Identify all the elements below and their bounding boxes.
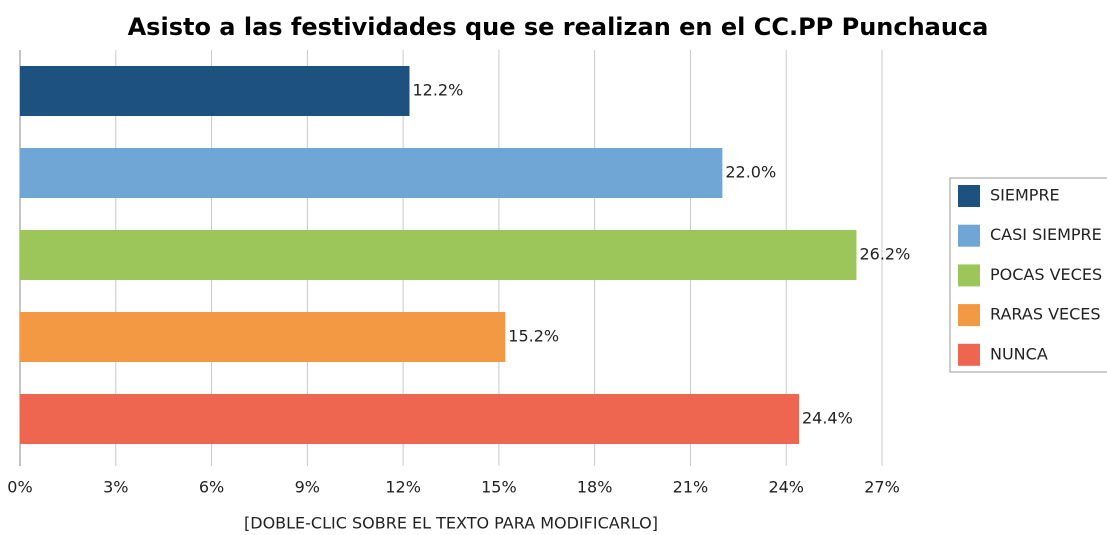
legend-swatch <box>958 343 980 366</box>
x-tick-label: 18% <box>577 478 613 497</box>
bar <box>20 312 506 362</box>
legend-label: POCAS VECES <box>990 265 1102 284</box>
x-tick-label: 6% <box>199 478 224 497</box>
legend-label: SIEMPRE <box>990 186 1060 205</box>
x-tick-label: 15% <box>481 478 517 497</box>
legend-label: NUNCA <box>990 344 1048 363</box>
bar <box>20 66 410 116</box>
chart-title: Asisto a las festividades que se realiza… <box>128 13 989 41</box>
bar <box>20 230 857 280</box>
x-tick-label: 27% <box>864 478 900 497</box>
data-label: 15.2% <box>508 327 559 346</box>
x-tick-label: 24% <box>768 478 804 497</box>
legend-label: RARAS VECES <box>990 305 1101 324</box>
x-tick-label: 12% <box>385 478 421 497</box>
data-label: 26.2% <box>859 245 910 264</box>
x-axis-title: [DOBLE-CLIC SOBRE EL TEXTO PARA MODIFICA… <box>244 514 658 533</box>
x-tick-label: 3% <box>103 478 128 497</box>
x-tick-label: 0% <box>7 478 32 497</box>
data-label: 24.4% <box>802 409 853 428</box>
x-tick-label: 21% <box>673 478 709 497</box>
x-tick-label: 9% <box>295 478 320 497</box>
bar <box>20 394 799 444</box>
data-label: 12.2% <box>412 81 463 100</box>
legend-swatch <box>958 264 980 287</box>
data-label: 22.0% <box>725 163 776 182</box>
legend-swatch <box>958 224 980 247</box>
legend-label: CASI SIEMPRE <box>990 225 1102 244</box>
legend-swatch <box>958 304 980 327</box>
bar <box>20 148 723 198</box>
legend-swatch <box>958 185 980 207</box>
